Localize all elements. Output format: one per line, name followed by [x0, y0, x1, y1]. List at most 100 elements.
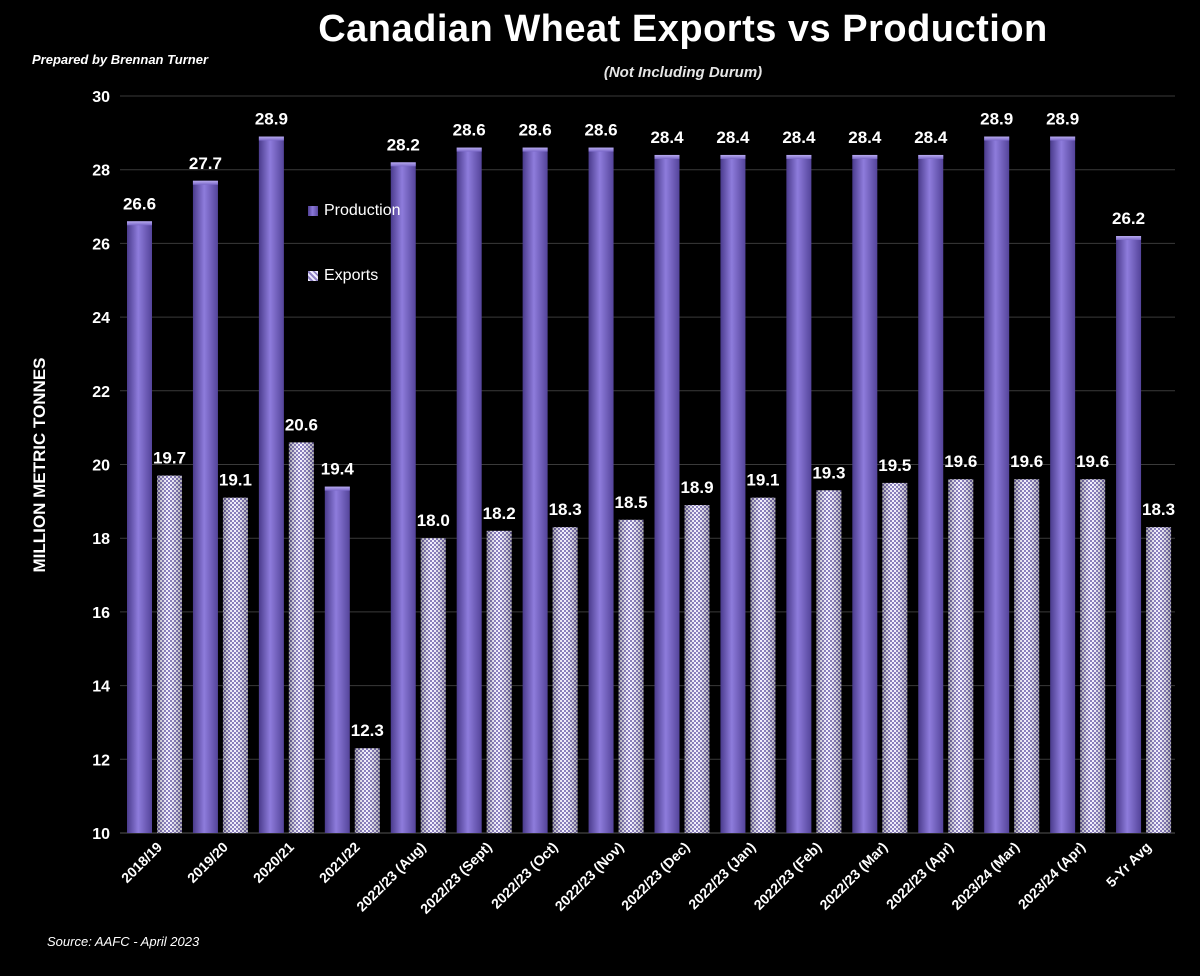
bar-exports-shade-12	[948, 479, 974, 833]
bar-production-3	[324, 486, 350, 833]
bar-production-2	[258, 136, 284, 833]
chart-subtitle: (Not Including Durum)	[603, 64, 763, 81]
bar-production-cap-13	[984, 136, 1010, 141]
data-label-production-7: 28.6	[585, 121, 618, 140]
bar-production-15	[1116, 236, 1142, 833]
bar-production-cap-9	[720, 154, 746, 159]
legend-item-production: Production	[308, 202, 401, 220]
y-tick-label: 24	[92, 310, 110, 327]
data-label-exports-11: 19.5	[878, 456, 911, 475]
bar-production-8	[654, 154, 680, 833]
bar-production-cap-8	[654, 154, 680, 159]
y-tick-label: 16	[92, 605, 110, 622]
legend-label-production: Production	[324, 202, 401, 219]
data-label-exports-10: 19.3	[812, 463, 845, 482]
x-tick-label: 2022/23 (Oct)	[488, 839, 561, 912]
bar-exports-shade-6	[552, 527, 578, 833]
data-label-exports-12: 19.6	[944, 452, 977, 471]
x-tick-label: 2022/23 (Nov)	[552, 839, 627, 914]
bar-production-cap-4	[390, 162, 416, 167]
x-tick-label: 2023/24 (Mar)	[948, 839, 1022, 913]
y-tick-label: 22	[92, 384, 110, 401]
bar-production-cap-3	[324, 486, 350, 491]
legend-label-exports: Exports	[324, 267, 379, 284]
bar-production-cap-2	[258, 136, 284, 141]
bar-exports-shade-1	[222, 497, 248, 833]
legend-swatch-production	[308, 206, 318, 216]
bar-production-13	[984, 136, 1010, 833]
y-tick-label: 30	[92, 89, 110, 106]
data-label-exports-15: 18.3	[1142, 500, 1175, 519]
y-tick-label: 26	[92, 236, 110, 253]
data-label-production-1: 27.7	[189, 154, 222, 173]
data-label-production-4: 28.2	[387, 135, 420, 154]
bar-exports-shade-4	[420, 538, 446, 833]
bar-exports-shade-9	[750, 497, 776, 833]
y-tick-label: 20	[92, 458, 110, 475]
data-label-exports-7: 18.5	[615, 493, 648, 512]
data-label-production-11: 28.4	[848, 128, 882, 147]
data-label-production-13: 28.9	[980, 110, 1013, 129]
bar-production-7	[588, 147, 614, 834]
x-tick-label: 2022/23 (Dec)	[618, 839, 693, 914]
data-label-exports-0: 19.7	[153, 449, 186, 468]
bar-production-cap-11	[852, 154, 878, 159]
bar-production-14	[1050, 136, 1076, 833]
bar-exports-shade-7	[618, 519, 644, 833]
chart-title: Canadian Wheat Exports vs Production	[318, 8, 1048, 50]
data-label-exports-9: 19.1	[746, 471, 779, 490]
bar-exports-shade-3	[354, 748, 380, 833]
bar-exports-shade-13	[1014, 479, 1040, 833]
bar-exports-shade-15	[1146, 527, 1172, 833]
data-label-production-9: 28.4	[716, 128, 750, 147]
y-tick-label: 12	[92, 752, 110, 769]
bar-production-1	[192, 180, 218, 833]
x-tick-label: 5-Yr Avg	[1103, 839, 1154, 890]
x-tick-label: 2018/19	[118, 839, 165, 886]
bar-production-cap-10	[786, 154, 812, 159]
x-tick-label: 2020/21	[250, 839, 297, 886]
data-label-exports-8: 18.9	[680, 478, 713, 497]
bar-production-cap-5	[456, 147, 482, 152]
data-label-exports-5: 18.2	[483, 504, 516, 523]
data-label-exports-6: 18.3	[549, 500, 582, 519]
data-label-exports-2: 20.6	[285, 415, 318, 434]
bar-production-cap-7	[588, 147, 614, 152]
x-tick-label: 2022/23 (Apr)	[883, 839, 956, 912]
data-label-production-14: 28.9	[1046, 110, 1079, 129]
bar-production-5	[456, 147, 482, 834]
x-tick-label: 2021/22	[316, 839, 363, 886]
y-tick-label: 28	[92, 163, 110, 180]
x-tick-label: 2022/23 (Sept)	[417, 839, 495, 917]
data-labels: 26.6 19.7 27.7 19.1 28.9 20.6 19.4 12.3 28.2 18.0…	[123, 110, 1175, 741]
data-label-production-10: 28.4	[782, 128, 816, 147]
x-tick-label: 2022/23 (Mar)	[816, 839, 890, 913]
bar-production-cap-14	[1050, 136, 1076, 141]
data-label-production-3: 19.4	[321, 460, 355, 479]
x-tick-label: 2019/20	[184, 839, 231, 886]
data-label-production-8: 28.4	[650, 128, 684, 147]
data-label-production-0: 26.6	[123, 194, 156, 213]
data-label-exports-1: 19.1	[219, 471, 252, 490]
bars	[127, 136, 1172, 834]
bar-exports-shade-0	[157, 475, 182, 833]
data-label-exports-3: 12.3	[351, 721, 384, 740]
x-tick-label: 2022/23 (Jan)	[685, 839, 759, 913]
chart-source: Source: AAFC - April 2023	[47, 934, 200, 949]
bar-production-cap-1	[192, 180, 218, 185]
data-label-exports-13: 19.6	[1010, 452, 1043, 471]
bar-production-cap-0	[127, 221, 152, 226]
y-axis-ticks: 10 12 14 16 18 20 22 24 26 28 30	[92, 89, 110, 843]
x-tick-label: 2022/23 (Feb)	[750, 839, 824, 913]
bar-production-12	[918, 154, 944, 833]
bar-production-10	[786, 154, 812, 833]
data-label-production-12: 28.4	[914, 128, 948, 147]
bar-exports-shade-2	[288, 442, 314, 833]
legend-swatch-exports	[308, 271, 318, 281]
chart-credit: Prepared by Brennan Turner	[32, 52, 209, 67]
bar-production-4	[390, 162, 416, 833]
bar-production-0	[127, 221, 152, 834]
